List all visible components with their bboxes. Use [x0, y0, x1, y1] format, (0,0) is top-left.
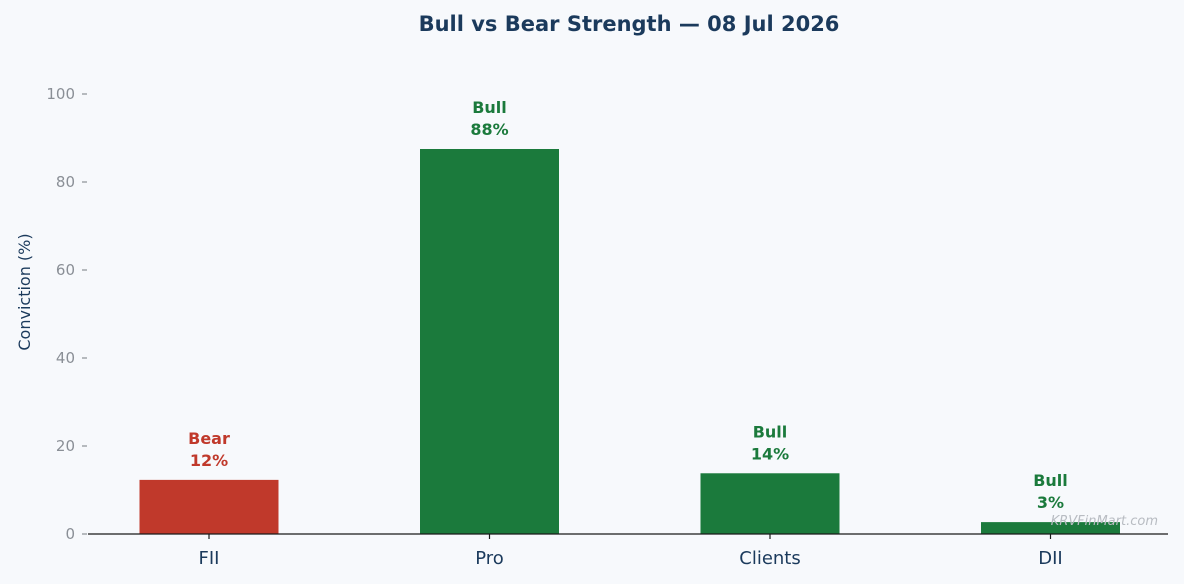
x-tick-label: Pro [475, 548, 504, 569]
bar-dii [981, 522, 1120, 534]
bar-clients [700, 473, 840, 534]
x-axis-ticks: FII Pro Clients DII [199, 534, 1063, 569]
bar-value-label: 88% [470, 120, 508, 139]
bar-labels-group: Bear 12% Bull 88% Bull 14% Bull 3% [188, 98, 1068, 512]
y-tick-label: 0 [65, 525, 75, 543]
bar-pro [420, 149, 559, 534]
bar-value-label: 12% [190, 451, 228, 470]
bar-stance-label: Bull [472, 98, 507, 117]
bar-stance-label: Bull [753, 422, 788, 441]
y-tick-label: 20 [56, 437, 75, 455]
bar-value-label: 14% [751, 444, 789, 463]
y-axis-ticks: 0 20 40 60 80 100 [46, 85, 87, 543]
bar-value-label: 3% [1037, 493, 1064, 512]
watermark-text: KRVFinMart.com [1051, 514, 1158, 529]
y-tick-label: 80 [56, 173, 75, 191]
bar-stance-label: Bull [1033, 471, 1068, 490]
x-tick-label: FII [199, 548, 220, 569]
y-tick-label: 40 [56, 349, 75, 367]
y-tick-label: 60 [56, 261, 75, 279]
x-tick-label: Clients [739, 548, 801, 569]
bar-stance-label: Bear [188, 429, 230, 448]
x-tick-label: DII [1038, 548, 1062, 569]
bars-group [139, 149, 1120, 534]
bar-fii [139, 479, 279, 534]
chart-title: Bull vs Bear Strength — 08 Jul 2026 [419, 12, 840, 36]
y-tick-label: 100 [46, 85, 75, 103]
y-axis-label: Conviction (%) [15, 233, 34, 350]
